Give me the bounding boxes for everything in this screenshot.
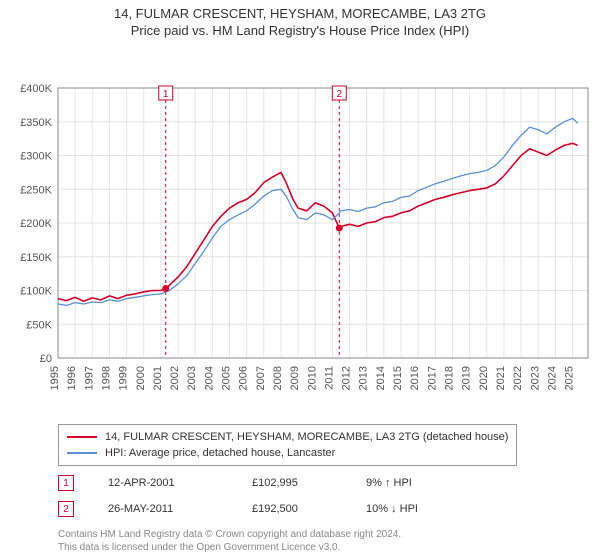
x-tick-label: 1995 — [49, 366, 61, 390]
x-tick-label: 2002 — [169, 366, 181, 390]
y-tick-label: £200K — [20, 218, 52, 230]
transaction-date: 26-MAY-2011 — [108, 503, 218, 515]
y-tick-label: £250K — [20, 184, 52, 196]
x-tick-label: 1996 — [66, 366, 78, 390]
transaction-row: 2 26-MAY-2011 £192,500 10% ↓ HPI — [58, 496, 600, 522]
transaction-price: £102,995 — [252, 477, 332, 489]
x-tick-label: 2012 — [341, 366, 353, 390]
transaction-row: 1 12-APR-2001 £102,995 9% ↑ HPI — [58, 470, 600, 496]
x-tick-label: 2015 — [392, 366, 404, 390]
legend-row: HPI: Average price, detached house, Lanc… — [67, 445, 508, 461]
series-price_paid — [58, 143, 578, 301]
x-tick-label: 2007 — [255, 366, 267, 390]
y-tick-label: £0 — [40, 353, 52, 365]
x-tick-label: 2017 — [426, 366, 438, 390]
x-tick-label: 2021 — [495, 366, 507, 390]
legend-row: 14, FULMAR CRESCENT, HEYSHAM, MORECAMBE,… — [67, 429, 508, 445]
transaction-num-box: 2 — [58, 501, 74, 517]
chart-title: 14, FULMAR CRESCENT, HEYSHAM, MORECAMBE,… — [0, 6, 600, 21]
x-tick-label: 2022 — [512, 366, 524, 390]
legend-label: 14, FULMAR CRESCENT, HEYSHAM, MORECAMBE,… — [105, 431, 508, 443]
x-tick-label: 2010 — [306, 366, 318, 390]
x-tick-label: 2006 — [238, 366, 250, 390]
y-tick-label: £350K — [20, 117, 52, 129]
transaction-marker-num: 2 — [337, 89, 343, 100]
y-tick-label: £400K — [20, 83, 52, 95]
chart-subtitle: Price paid vs. HM Land Registry's House … — [0, 23, 600, 38]
y-tick-label: £50K — [26, 319, 52, 331]
legend-label: HPI: Average price, detached house, Lanc… — [105, 447, 335, 459]
transaction-dot — [162, 285, 169, 292]
transaction-marker-num: 1 — [163, 89, 169, 100]
x-tick-label: 2013 — [358, 366, 370, 390]
x-tick-label: 2018 — [443, 366, 455, 390]
x-tick-label: 2001 — [152, 366, 164, 390]
transaction-num-box: 1 — [58, 475, 74, 491]
x-tick-label: 2020 — [478, 366, 490, 390]
transaction-date: 12-APR-2001 — [108, 477, 218, 489]
y-tick-label: £100K — [20, 286, 52, 298]
x-tick-label: 2008 — [272, 366, 284, 390]
footer-line-1: Contains HM Land Registry data © Crown c… — [58, 528, 600, 541]
x-tick-label: 2011 — [323, 366, 335, 390]
legend-swatch — [67, 452, 97, 454]
legend-swatch — [67, 436, 97, 438]
x-tick-label: 2016 — [409, 366, 421, 390]
transaction-dot — [336, 225, 343, 232]
transaction-price: £192,500 — [252, 503, 332, 515]
transaction-pct: 9% ↑ HPI — [366, 477, 476, 489]
line-chart: £0 £50K £100K £150K £200K £250K £300K £350K £400… — [0, 38, 600, 418]
x-tick-label: 2019 — [461, 366, 473, 390]
x-tick-label: 2009 — [289, 366, 301, 390]
x-tick-label: 2024 — [546, 366, 558, 390]
chart-area: £0 £50K £100K £150K £200K £250K £300K £350K £400… — [0, 38, 600, 418]
x-tick-label: 2023 — [529, 366, 541, 390]
x-tick-label: 2000 — [135, 366, 147, 390]
legend: 14, FULMAR CRESCENT, HEYSHAM, MORECAMBE,… — [58, 424, 517, 466]
y-tick-label: £150K — [20, 252, 52, 264]
y-tick-label: £300K — [20, 151, 52, 163]
transactions-table: 1 12-APR-2001 £102,995 9% ↑ HPI 2 26-MAY-2011… — [58, 470, 600, 522]
x-tick-label: 1999 — [118, 366, 130, 390]
footer-attribution: Contains HM Land Registry data © Crown c… — [58, 528, 600, 554]
x-tick-label: 1997 — [83, 366, 95, 390]
transaction-pct: 10% ↓ HPI — [366, 503, 476, 515]
series-hpi — [58, 118, 578, 305]
footer-line-2: This data is licensed under the Open Gov… — [58, 541, 600, 554]
x-tick-label: 2003 — [186, 366, 198, 390]
x-tick-label: 2014 — [375, 366, 387, 390]
x-tick-label: 2004 — [203, 366, 215, 390]
x-tick-label: 1998 — [100, 366, 112, 390]
x-tick-label: 2025 — [564, 366, 576, 390]
x-tick-label: 2005 — [221, 366, 233, 390]
